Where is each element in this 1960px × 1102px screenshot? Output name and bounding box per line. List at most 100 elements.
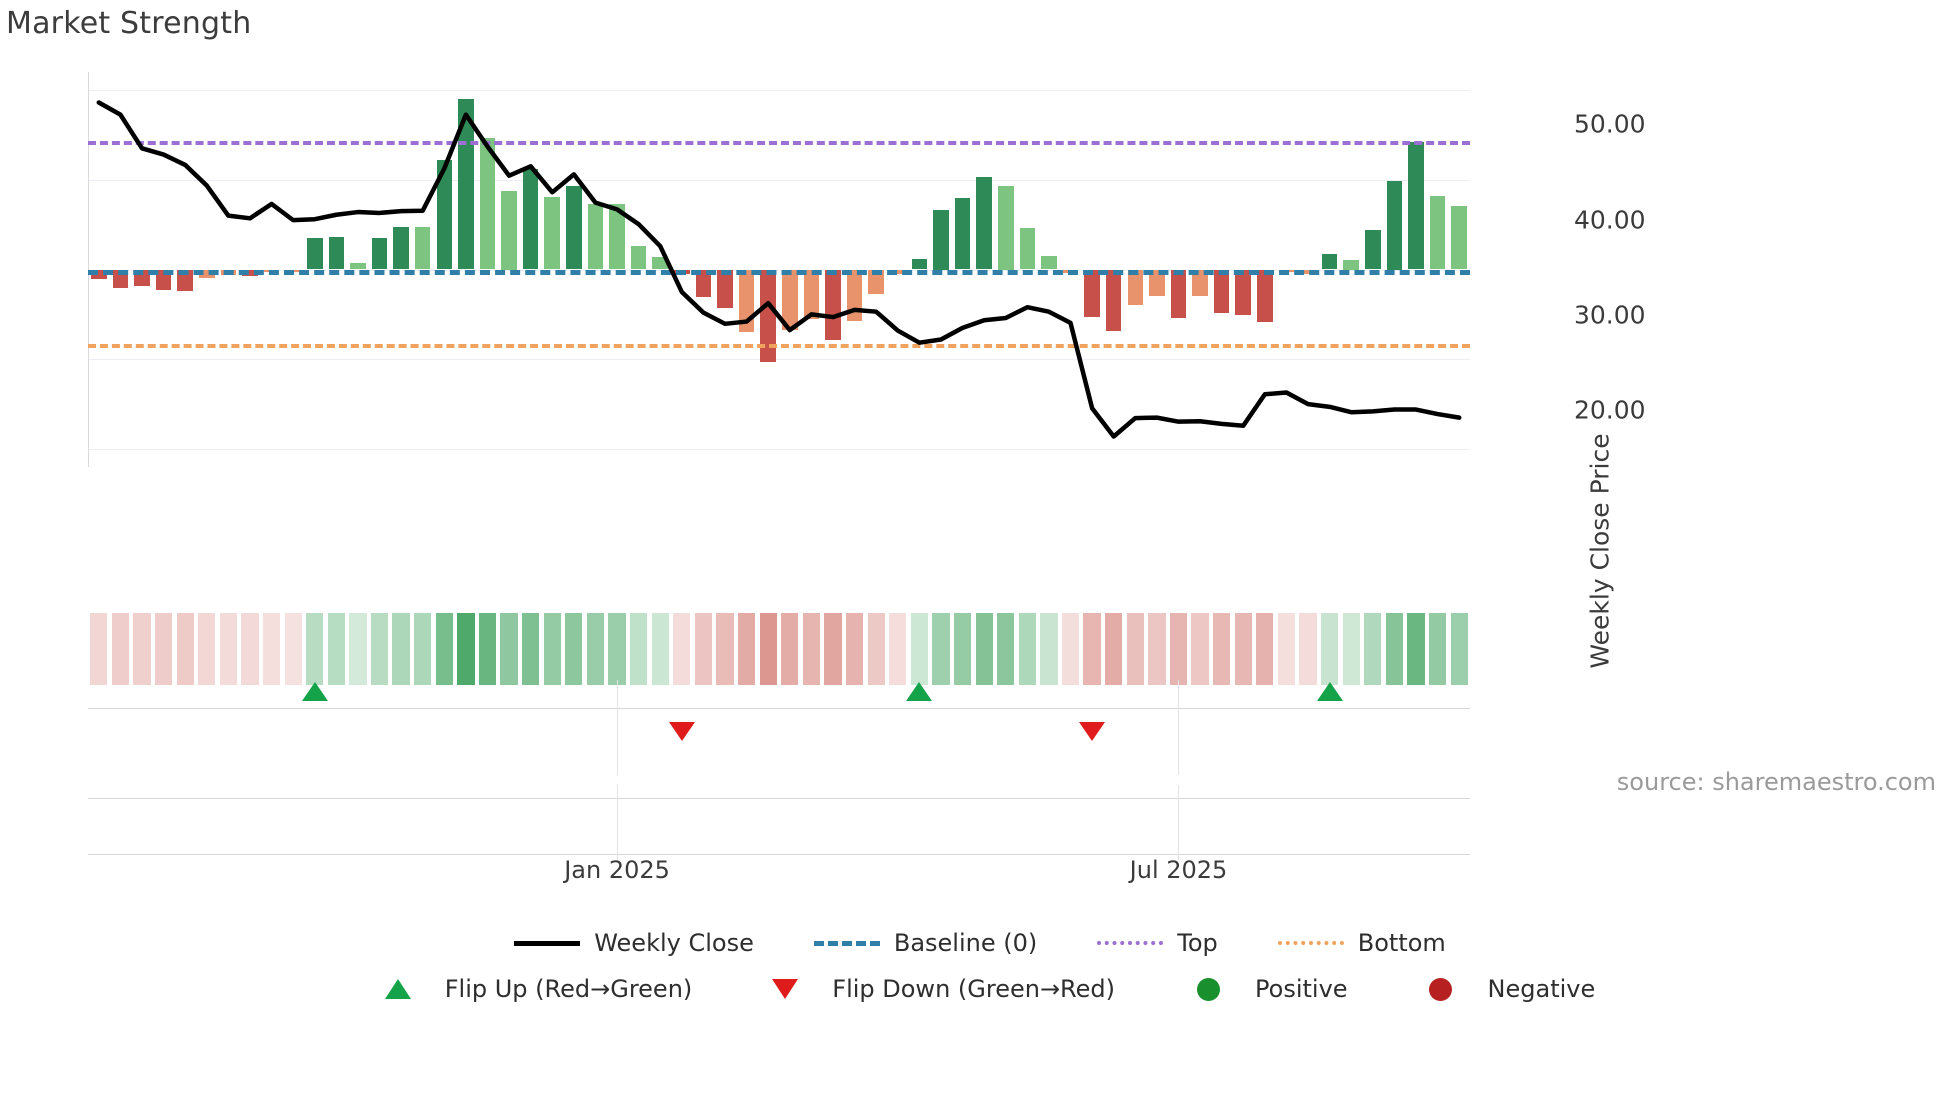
legend-item[interactable]: Baseline (0)	[813, 929, 1037, 957]
strength-bar	[522, 168, 539, 270]
swatch-glyph	[514, 940, 581, 946]
heatmap-cell	[737, 613, 756, 685]
dot-icon	[1175, 977, 1241, 1001]
heatmap-cell	[154, 613, 173, 685]
strength-bar	[393, 226, 409, 270]
x-axis-tick-label: Jul 2025	[1129, 856, 1228, 884]
source-note: source: sharemaestro.com	[1616, 768, 1936, 796]
legend-item-label: Top	[1177, 929, 1218, 957]
heatmap-cell	[630, 613, 648, 685]
swatch-glyph	[772, 979, 799, 999]
legend-item[interactable]: Flip Up (Red→Green)	[365, 975, 693, 1003]
legend-item[interactable]: Weekly Close	[514, 929, 754, 957]
strength-bar	[1105, 269, 1122, 332]
strength-bar	[1365, 229, 1381, 270]
heatmap-cell	[1364, 613, 1382, 685]
heatmap-cell	[759, 613, 777, 685]
heatmap-cell	[1169, 613, 1188, 685]
legend-item-label: Flip Up (Red→Green)	[444, 975, 693, 1003]
legend-item-label: Negative	[1487, 975, 1596, 1003]
strength-bar	[436, 159, 453, 270]
heatmap-cell	[1126, 613, 1144, 685]
weekly-close-polyline	[96, 100, 1462, 439]
legend-item[interactable]: Negative	[1408, 975, 1596, 1003]
strength-bar	[695, 269, 712, 298]
dotted-line-swatch-icon	[1277, 932, 1344, 954]
heatmap-cell	[1299, 613, 1317, 685]
y2-axis-tick: 30.00	[1574, 300, 1646, 330]
dotted-line-swatch-icon	[1097, 932, 1164, 954]
heatmap-cell	[111, 613, 130, 685]
strength-bar	[954, 197, 971, 270]
x-tick-gridline	[617, 785, 619, 860]
x-tick-gridline	[617, 680, 619, 775]
heatmap-cell	[262, 613, 281, 685]
heatmap-cell	[1234, 613, 1252, 685]
triangle-down-icon	[752, 978, 818, 1000]
heatmap-cell	[910, 613, 928, 685]
heatmap-cell	[1105, 613, 1123, 685]
heatmap-cell	[651, 613, 669, 685]
legend-item[interactable]: Bottom	[1277, 929, 1446, 957]
strength-bar	[1192, 269, 1208, 296]
strength-bar	[803, 269, 820, 319]
heatmap-cell	[1040, 613, 1058, 685]
legend-item-label: Weekly Close	[594, 929, 754, 957]
flip-up-marker	[906, 682, 933, 701]
swatch-glyph	[1429, 977, 1453, 1001]
x-tick-gridline	[1178, 680, 1180, 775]
heatmap-cell	[1061, 613, 1080, 685]
heatmap-cell	[824, 613, 842, 685]
strength-bar	[976, 177, 992, 270]
heatmap-cell	[392, 613, 410, 685]
swatch-glyph	[384, 979, 411, 999]
swatch-glyph	[1196, 977, 1220, 1001]
swatch-glyph	[1277, 941, 1344, 945]
line-swatch-icon	[514, 932, 581, 954]
lower-gridline	[88, 798, 1470, 799]
y2-axis-tick: 40.00	[1574, 205, 1646, 235]
heatmap-cell	[1277, 613, 1296, 685]
strength-bar	[414, 226, 431, 270]
y2-axis-tick: 20.00	[1574, 395, 1646, 425]
legend-item[interactable]: Flip Down (Green→Red)	[752, 975, 1115, 1003]
heatmap-cell	[219, 613, 237, 685]
strength-bar	[177, 269, 193, 292]
legend-item-label: Flip Down (Green→Red)	[832, 975, 1116, 1003]
chart-legend: Weekly Close Baseline (0) Top Bottom Flip U…	[0, 920, 1960, 1012]
heatmap-cell	[716, 613, 734, 685]
heatmap-cell	[90, 613, 108, 685]
strength-bar	[1019, 228, 1036, 270]
gridline	[88, 449, 1470, 451]
heatmap-cell	[543, 613, 561, 685]
strength-bar	[868, 269, 884, 294]
strength-bar	[350, 263, 366, 270]
heatmap-cell	[349, 613, 367, 685]
heatmap-cell	[1148, 613, 1166, 685]
strength-bar	[782, 269, 798, 331]
reference-line-top	[88, 141, 1470, 146]
weekly-close-line	[96, 100, 1462, 439]
legend-row-markers: Flip Up (Red→Green) Flip Down (Green→Red)…	[0, 966, 1960, 1012]
lower-gridline	[88, 708, 1470, 709]
y2-axis-tick: 50.00	[1574, 109, 1646, 139]
heatmap-cell	[522, 613, 540, 685]
strength-bar	[1235, 269, 1252, 316]
strength-bar	[1084, 269, 1100, 318]
flip-up-marker	[1316, 682, 1343, 701]
heatmap-cell	[457, 613, 475, 685]
plot-frame	[88, 72, 1470, 467]
heatmap-cell	[586, 613, 605, 685]
legend-item[interactable]: Positive	[1175, 975, 1348, 1003]
heatmap-cell	[370, 613, 389, 685]
legend-item[interactable]: Top	[1097, 929, 1218, 957]
flip-up-marker	[301, 682, 328, 701]
heatmap-cell	[889, 613, 907, 685]
reference-line-baseline	[88, 269, 1470, 275]
heatmap-cell	[1191, 613, 1209, 685]
gridline	[88, 179, 1470, 181]
strength-bar	[1170, 269, 1187, 318]
reference-line-bottom	[88, 344, 1470, 348]
heatmap-cell	[953, 613, 972, 685]
legend-row-primary: Weekly Close Baseline (0) Top Bottom	[0, 920, 1960, 966]
